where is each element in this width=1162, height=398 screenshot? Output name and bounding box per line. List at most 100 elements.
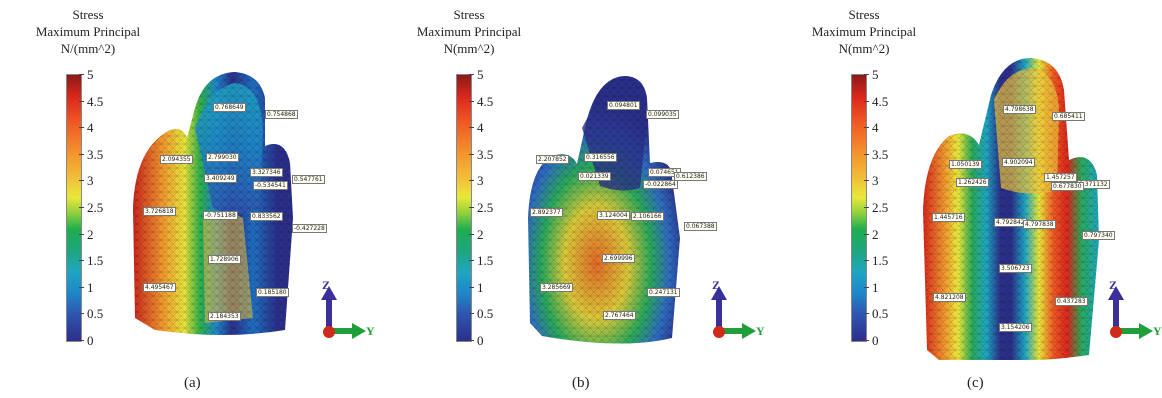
panel-b: Stress Maximum Principal N(mm^2) 5 4.5 4 3.… — [394, 0, 781, 398]
legend-title-line2: Maximum Principal — [35, 24, 141, 39]
colorbar-tick-mark — [79, 180, 84, 182]
colorbar-tick-mark — [469, 153, 474, 155]
colorbar-tick-label: 1.5 — [872, 253, 889, 269]
colorbar-tick-mark — [79, 313, 84, 315]
stress-value-label: 4.798638 — [1003, 105, 1036, 114]
colorbar-tick-mark — [79, 260, 84, 262]
colorbar-tick-label: 3.5 — [872, 146, 889, 162]
stress-value-label: 0.797340 — [1082, 231, 1115, 240]
colorbar-tick-label: 0 — [87, 333, 94, 348]
stress-value-label: 4.495467 — [143, 283, 176, 292]
colorbar-tick-label: 5 — [477, 67, 484, 82]
legend-title-line3: N/(mm^2) — [60, 41, 116, 56]
legend-title-line1: Stress — [848, 7, 880, 22]
colorbar-tick-label: 3 — [87, 173, 94, 189]
colorbar-tick-mark — [864, 74, 869, 75]
colorbar-tick-mark — [79, 340, 84, 341]
colorbar-tick-label: 2.5 — [872, 200, 889, 215]
colorbar-tick-label: 3 — [477, 173, 484, 189]
colorbar-tick-mark — [864, 207, 869, 208]
colorbar-tick-mark — [79, 153, 84, 155]
colorbar-tick-mark — [469, 286, 474, 288]
legend-title-line2: Maximum Principal — [416, 24, 522, 39]
stress-value-label: 1.445716 — [932, 213, 965, 222]
colorbar-tick-label: 4.5 — [477, 93, 494, 109]
stress-value-label: 0.677830 — [1051, 182, 1084, 191]
axis-y-label: Y — [756, 324, 765, 338]
axes-triad-icon — [321, 286, 366, 339]
colorbar-tick-mark — [79, 127, 84, 129]
stress-value-label: 0.768649 — [213, 103, 246, 112]
colorbar-tick-mark — [864, 153, 869, 155]
stress-value-label: 3.285669 — [540, 283, 573, 292]
axes-triad-icon — [711, 286, 756, 339]
legend-title: Stress Maximum Principal N/(mm^2) — [13, 6, 163, 57]
axis-z-label: Z — [322, 278, 331, 292]
colorbar-tick-label: 4 — [872, 120, 879, 136]
axis-y-label: Y — [1153, 324, 1162, 338]
colorbar-tick-label: 0 — [872, 333, 879, 348]
axis-y-label: Y — [366, 324, 375, 338]
stress-value-label: 2.106166 — [631, 212, 664, 221]
colorbar-tick-label: 3 — [872, 173, 879, 189]
stress-value-label: -0.427228 — [292, 224, 327, 233]
stress-value-label: 2.207852 — [536, 155, 569, 164]
stress-value-label: 2.184353 — [208, 312, 241, 321]
legend-title: Stress Maximum Principal N(mm^2) — [789, 6, 939, 57]
colorbar-tick-mark — [864, 233, 869, 235]
axes-triad: Z Y — [702, 278, 765, 342]
stress-value-label: 3.327346 — [250, 168, 283, 177]
stress-value-label: 2.892377 — [530, 208, 563, 217]
colorbar-tick-mark — [864, 340, 869, 341]
stress-value-label: 2.799030 — [206, 153, 239, 162]
colorbar-tick-label: 2 — [87, 226, 94, 242]
legend-title: Stress Maximum Principal N(mm^2) — [394, 6, 544, 57]
stress-value-label: 2.094355 — [160, 155, 193, 164]
stress-value-label: 0.094801 — [607, 101, 640, 110]
stress-value-label: 0.833562 — [250, 212, 283, 221]
colorbar-tick-mark — [79, 207, 84, 208]
colorbar-tick-mark — [79, 233, 84, 235]
stress-value-label: 2.767464 — [603, 311, 636, 320]
colorbar-tick-label: 4.5 — [872, 93, 889, 109]
stress-value-label: -0.022864 — [643, 180, 678, 189]
colorbar-tick-mark — [469, 233, 474, 235]
colorbar-tick-label: 0 — [477, 333, 484, 348]
colorbar-tick-mark — [79, 100, 84, 102]
panel-c: Stress Maximum Principal N(mm^2) 5 4.5 4 3.… — [789, 0, 1162, 398]
axis-z-label: Z — [1109, 278, 1118, 292]
stress-value-label: 0.612386 — [674, 172, 707, 181]
colorbar-tick-mark — [79, 74, 84, 75]
colorbar-tick-mark — [864, 127, 869, 129]
stress-value-label: 0.185180 — [256, 288, 289, 297]
stress-value-label: 3.726818 — [143, 207, 176, 216]
colorbar-tick-label: 2.5 — [87, 200, 104, 215]
stress-value-label: 3.409249 — [204, 174, 237, 183]
figure-caption: (a) — [184, 375, 201, 391]
stress-value-label: 0.685411 — [1052, 112, 1085, 121]
stress-value-label: 1.457257 — [1044, 173, 1077, 182]
stress-value-label: 0.099035 — [646, 110, 679, 119]
stress-value-label: 1.728906 — [208, 255, 241, 264]
colorbar-tick-mark — [469, 100, 474, 102]
colorbar — [456, 74, 472, 342]
colorbar-tick-label: 4 — [87, 120, 94, 136]
axis-z-label: Z — [712, 278, 721, 292]
colorbar-tick-label: 5 — [87, 67, 94, 82]
stress-value-label: 0.247131 — [647, 288, 680, 297]
legend-title-line2: Maximum Principal — [811, 24, 917, 39]
tooth-model — [133, 72, 293, 335]
axes-triad: Z Y — [1099, 278, 1162, 342]
colorbar-tick-mark — [469, 127, 474, 129]
colorbar-tick-mark — [864, 100, 869, 102]
figure-caption: (c) — [967, 375, 984, 391]
stress-value-label: 0.316556 — [584, 153, 617, 162]
colorbar-tick-label: 1 — [87, 279, 94, 295]
legend-title-line3: N(mm^2) — [443, 41, 495, 56]
stress-value-label: 3.154206 — [999, 323, 1032, 332]
stress-value-label: 1.262426 — [956, 178, 989, 187]
colorbar-tick-label: 4.5 — [87, 93, 104, 109]
stress-value-label: 0.547761 — [292, 175, 325, 184]
colorbar-tick-label: 2 — [872, 226, 879, 242]
colorbar-tick-mark — [469, 313, 474, 315]
